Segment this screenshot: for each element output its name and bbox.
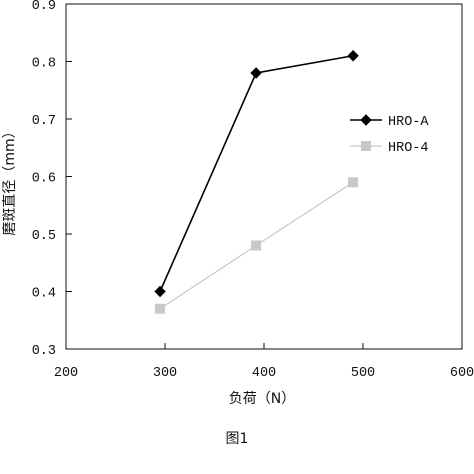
legend: HRO-A HRO-4 xyxy=(350,114,429,156)
axes-frame xyxy=(65,3,463,350)
x-tick-label: 400 xyxy=(252,366,276,381)
legend-label: HRO-A xyxy=(388,115,429,130)
data-point xyxy=(155,303,166,314)
legend-item: HRO-4 xyxy=(350,141,429,156)
legend-label: HRO-4 xyxy=(388,141,429,156)
figure-caption: 图1 xyxy=(226,431,249,447)
data-point xyxy=(154,285,166,298)
x-tick-label: 600 xyxy=(450,366,474,381)
x-tick-label: 300 xyxy=(153,366,177,381)
legend-marker xyxy=(360,114,372,126)
y-tick-label: 0.8 xyxy=(32,57,56,72)
y-tick-label: 0.6 xyxy=(32,172,56,187)
x-tick-label: 500 xyxy=(351,366,375,381)
y-tick-labels: 0.3 0.4 0.5 0.6 0.7 0.8 0.9 xyxy=(32,0,56,359)
y-tick-label: 0.7 xyxy=(32,114,56,129)
tick-marks xyxy=(65,3,463,350)
plot-area xyxy=(65,3,463,350)
legend-item: HRO-A xyxy=(350,114,429,130)
series-layer xyxy=(154,50,359,314)
y-tick-label: 0.4 xyxy=(32,287,56,302)
x-tick-label: 200 xyxy=(54,366,78,381)
y-axis-label: 磨斑直径（mm） xyxy=(1,124,18,235)
data-point xyxy=(347,50,359,62)
y-tick-label: 0.3 xyxy=(32,344,56,359)
series-line xyxy=(159,54,354,292)
data-point xyxy=(348,177,359,188)
x-axis-label: 负荷（N） xyxy=(229,391,295,407)
y-tick-label: 0.5 xyxy=(32,229,56,244)
x-tick-labels: 200 300 400 500 600 xyxy=(54,366,474,381)
y-tick-label: 0.9 xyxy=(32,0,56,14)
data-point xyxy=(251,240,262,251)
legend-marker xyxy=(361,141,371,151)
data-point xyxy=(250,67,262,79)
series-hro-a xyxy=(154,50,359,298)
series-hro-4 xyxy=(155,177,359,314)
